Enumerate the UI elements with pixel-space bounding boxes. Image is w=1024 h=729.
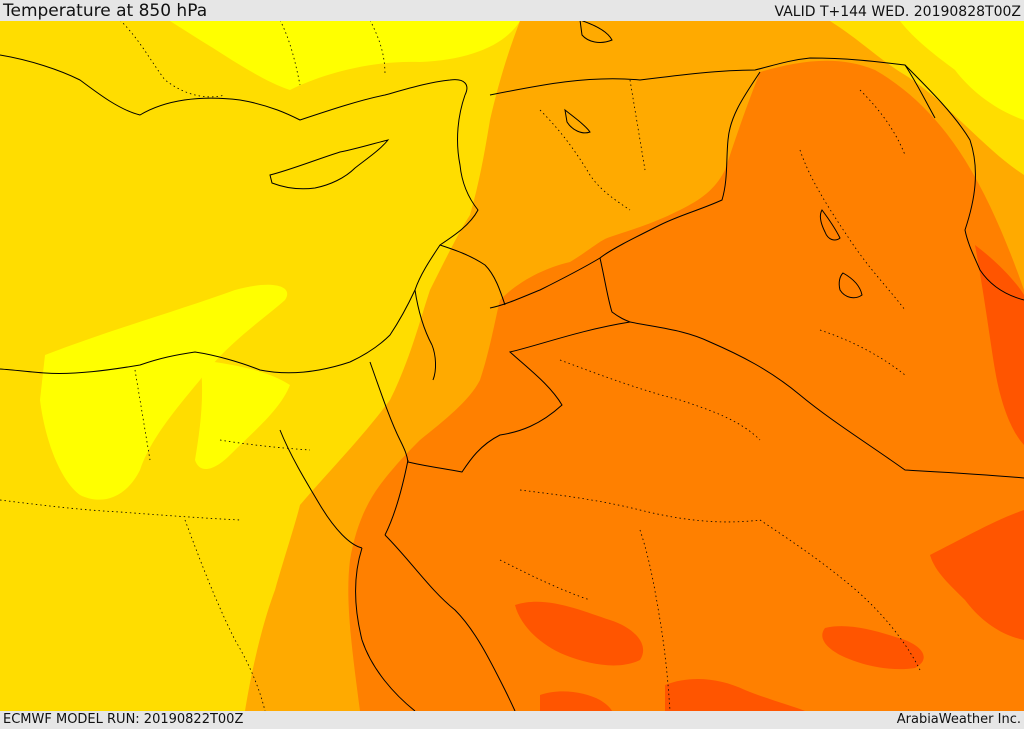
- field-dark-orange-south-3: [665, 678, 805, 711]
- admin-egypt-4: [219, 439, 311, 451]
- coast-egypt: [0, 351, 351, 374]
- border-syria-iraq: [489, 71, 761, 309]
- border-israel-jordan: [414, 289, 433, 346]
- temperature-map[interactable]: [0, 21, 1024, 711]
- field-light-yellow-2: [195, 360, 290, 470]
- border-jordan-saudi: [407, 257, 632, 473]
- admin-iraq-1: [799, 149, 906, 311]
- field-light-yellow-ne: [900, 21, 1024, 120]
- field-dark-orange-south-1: [515, 601, 644, 666]
- lake-assad: [564, 108, 591, 134]
- admin-turkey-3: [370, 21, 386, 76]
- admin-syria-2: [629, 79, 646, 171]
- field-light-yellow-top: [170, 21, 520, 90]
- border-iraq-saudi: [629, 321, 1024, 479]
- admin-egypt-1: [134, 369, 151, 461]
- admin-iraq-3: [819, 329, 906, 376]
- coast-red-sea-east: [384, 534, 516, 711]
- coast-dead-sea: [431, 344, 436, 381]
- border-iran-iraq: [904, 64, 1024, 301]
- field-orange: [348, 60, 1024, 711]
- admin-saudi-3: [639, 529, 671, 711]
- admin-iraq-2: [859, 89, 906, 156]
- lake-van: [579, 21, 613, 43]
- valid-time: VALID T+144 WED. 20190828T00Z: [774, 4, 1021, 20]
- coast-turkey: [0, 54, 468, 121]
- coast-red-sea: [355, 547, 416, 711]
- lake-tharthar: [819, 209, 841, 241]
- field-dark-orange-se: [930, 510, 1024, 640]
- field-light-yellow: [40, 284, 288, 500]
- admin-saudi-4: [759, 519, 921, 671]
- header-bar: Temperature at 850 hPa VALID T+144 WED. …: [0, 0, 1024, 21]
- field-dark-orange-east: [975, 245, 1024, 445]
- admin-turkey-2: [280, 21, 301, 86]
- credit-label: ArabiaWeather Inc.: [896, 712, 1021, 727]
- border-egypt-israel: [369, 361, 409, 463]
- lake-razazza: [838, 272, 863, 299]
- admin-egypt-2: [0, 499, 241, 521]
- border-lebanon-syria: [439, 244, 506, 306]
- admin-turkey-1: [120, 21, 226, 98]
- model-run-label: ECMWF MODEL RUN: 20190822T00Z: [3, 712, 244, 727]
- field-dark-orange-south-4: [540, 691, 612, 711]
- coast-gulf-suez: [279, 429, 363, 549]
- admin-saudi-2: [519, 489, 761, 523]
- admin-syria-1: [539, 109, 631, 211]
- field-dark-orange-south-2: [822, 626, 924, 670]
- island-cyprus: [269, 139, 390, 190]
- admin-saudi-5: [499, 559, 591, 601]
- footer-bar: ECMWF MODEL RUN: 20190822T00Z ArabiaWeat…: [0, 711, 1024, 729]
- admin-saudi-1: [559, 359, 761, 441]
- coast-gulf-aqaba: [384, 459, 409, 536]
- map-title: Temperature at 850 hPa: [3, 1, 208, 21]
